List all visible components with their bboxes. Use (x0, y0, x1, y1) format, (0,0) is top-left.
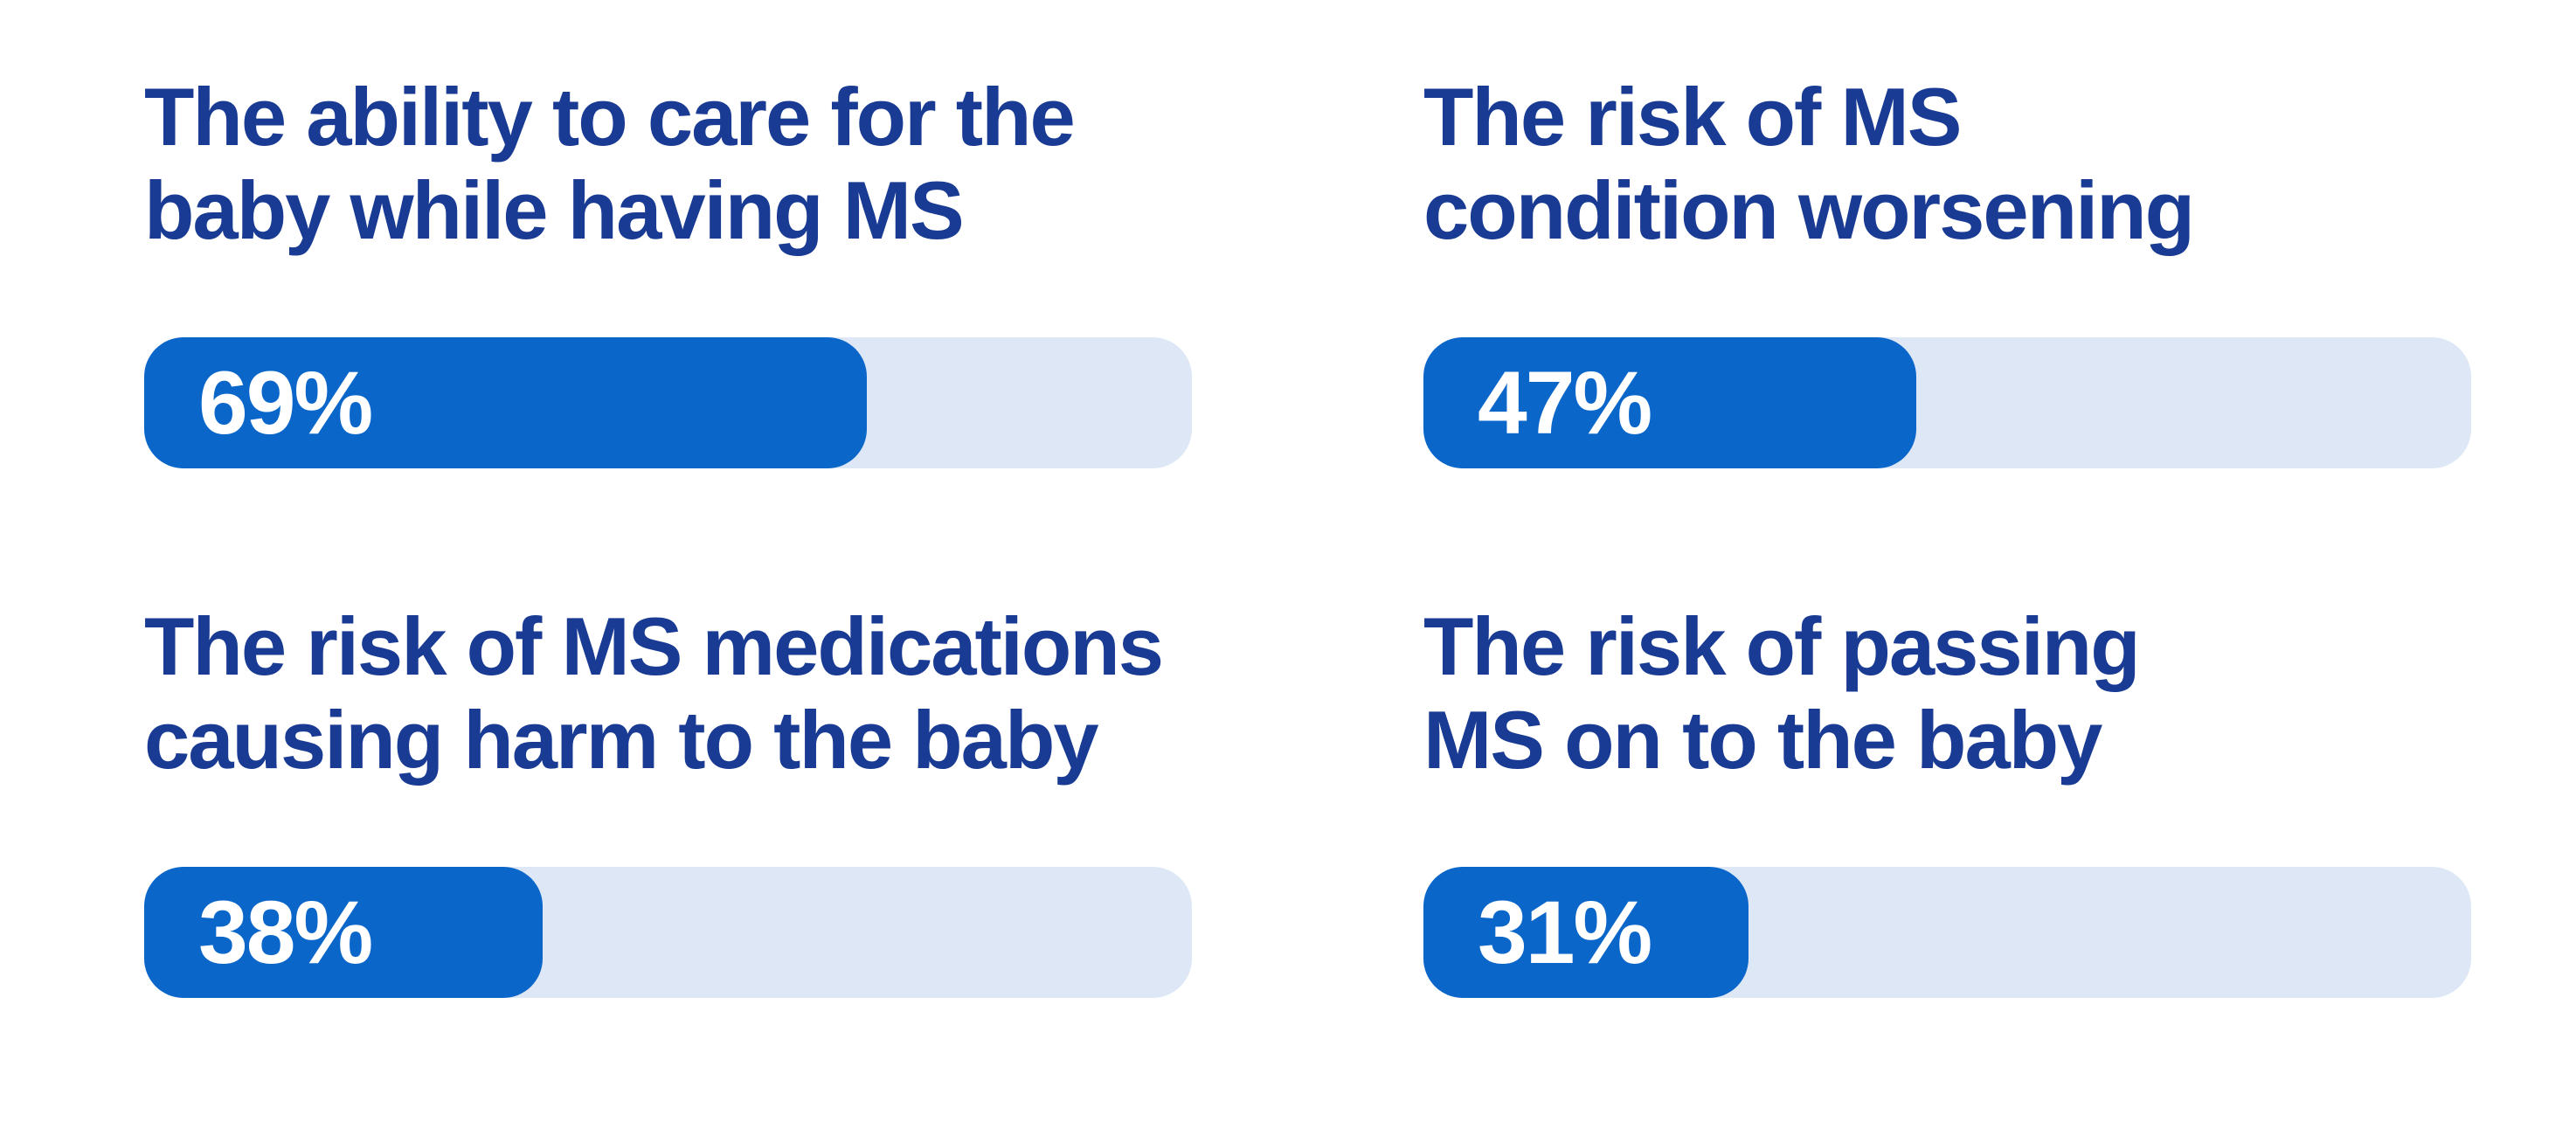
progress-track: 47% (1423, 337, 2471, 468)
progress-value-label: 47% (1478, 352, 1652, 453)
chart-item-medications-harm: The risk of MS medications causing harm … (144, 599, 1192, 998)
progress-track: 69% (144, 337, 1192, 468)
progress-track: 38% (144, 867, 1192, 998)
item-heading: The risk of MS medications causing harm … (144, 600, 1164, 786)
item-heading: The ability to care for the baby while h… (144, 71, 1076, 256)
chart-item-ability-to-care: The ability to care for the baby while h… (144, 70, 1192, 468)
chart-item-condition-worsening: The risk of MS condition worsening 47% (1423, 70, 2471, 468)
item-heading: The risk of MS condition worsening (1423, 71, 2195, 256)
progress-fill: 38% (144, 867, 543, 998)
progress-value-label: 31% (1478, 882, 1652, 982)
chart-item-passing-ms: The risk of passing MS on to the baby 31… (1423, 599, 2471, 998)
item-heading: The risk of passing MS on to the baby (1423, 600, 2141, 786)
progress-fill: 69% (144, 337, 868, 468)
progress-value-label: 38% (198, 882, 373, 982)
chart-grid: The ability to care for the baby while h… (144, 70, 2471, 998)
progress-value-label: 69% (198, 352, 373, 453)
progress-track: 31% (1423, 867, 2471, 998)
progress-fill: 31% (1423, 867, 1748, 998)
progress-fill: 47% (1423, 337, 1916, 468)
